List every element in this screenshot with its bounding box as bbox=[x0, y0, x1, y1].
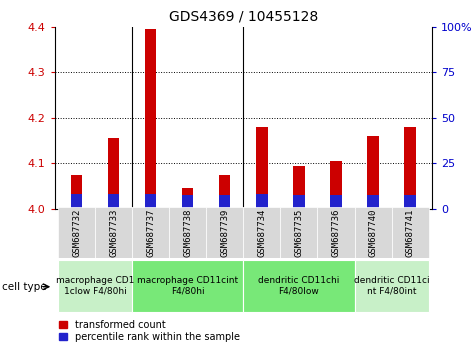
Bar bbox=[368, 195, 379, 209]
Text: GSM687738: GSM687738 bbox=[183, 209, 192, 257]
FancyBboxPatch shape bbox=[170, 207, 207, 258]
FancyBboxPatch shape bbox=[243, 259, 354, 312]
Text: GSM687739: GSM687739 bbox=[220, 209, 229, 257]
Text: macrophage CD11cint
F4/80hi: macrophage CD11cint F4/80hi bbox=[137, 276, 238, 296]
FancyBboxPatch shape bbox=[207, 207, 243, 258]
Bar bbox=[145, 194, 156, 209]
Bar bbox=[294, 195, 304, 209]
FancyBboxPatch shape bbox=[280, 207, 317, 258]
Bar bbox=[294, 166, 304, 209]
Text: cell type: cell type bbox=[2, 282, 47, 292]
Bar bbox=[182, 195, 193, 209]
FancyBboxPatch shape bbox=[95, 207, 133, 258]
Bar bbox=[368, 136, 379, 209]
Text: GSM687733: GSM687733 bbox=[109, 209, 118, 257]
Bar bbox=[256, 194, 267, 209]
FancyBboxPatch shape bbox=[354, 259, 428, 312]
FancyBboxPatch shape bbox=[133, 207, 170, 258]
Bar bbox=[219, 175, 230, 209]
Text: dendritic CD11ci
nt F4/80int: dendritic CD11ci nt F4/80int bbox=[354, 276, 429, 296]
Bar bbox=[405, 127, 416, 209]
Bar bbox=[331, 161, 342, 209]
Bar bbox=[405, 195, 416, 209]
Text: GSM687736: GSM687736 bbox=[332, 209, 341, 257]
FancyBboxPatch shape bbox=[58, 207, 95, 258]
Bar bbox=[108, 194, 119, 209]
FancyBboxPatch shape bbox=[243, 207, 280, 258]
Bar bbox=[145, 29, 156, 209]
Legend: transformed count, percentile rank within the sample: transformed count, percentile rank withi… bbox=[59, 320, 240, 342]
Text: GSM687735: GSM687735 bbox=[294, 209, 304, 257]
Text: GSM687734: GSM687734 bbox=[257, 209, 266, 257]
Text: GSM687740: GSM687740 bbox=[369, 209, 378, 257]
FancyBboxPatch shape bbox=[58, 259, 133, 312]
Bar bbox=[331, 195, 342, 209]
FancyBboxPatch shape bbox=[317, 207, 354, 258]
Text: GSM687741: GSM687741 bbox=[406, 209, 415, 257]
Bar bbox=[219, 195, 230, 209]
Bar bbox=[108, 138, 119, 209]
Text: GSM687732: GSM687732 bbox=[72, 209, 81, 257]
Bar bbox=[256, 127, 267, 209]
Text: GSM687737: GSM687737 bbox=[146, 209, 155, 257]
FancyBboxPatch shape bbox=[133, 259, 243, 312]
Title: GDS4369 / 10455128: GDS4369 / 10455128 bbox=[169, 10, 318, 24]
Bar bbox=[71, 194, 82, 209]
Text: dendritic CD11chi
F4/80low: dendritic CD11chi F4/80low bbox=[258, 276, 340, 296]
FancyBboxPatch shape bbox=[354, 207, 391, 258]
Bar bbox=[182, 188, 193, 209]
FancyBboxPatch shape bbox=[391, 207, 428, 258]
Text: macrophage CD1
1clow F4/80hi: macrophage CD1 1clow F4/80hi bbox=[56, 276, 134, 296]
Bar bbox=[71, 175, 82, 209]
